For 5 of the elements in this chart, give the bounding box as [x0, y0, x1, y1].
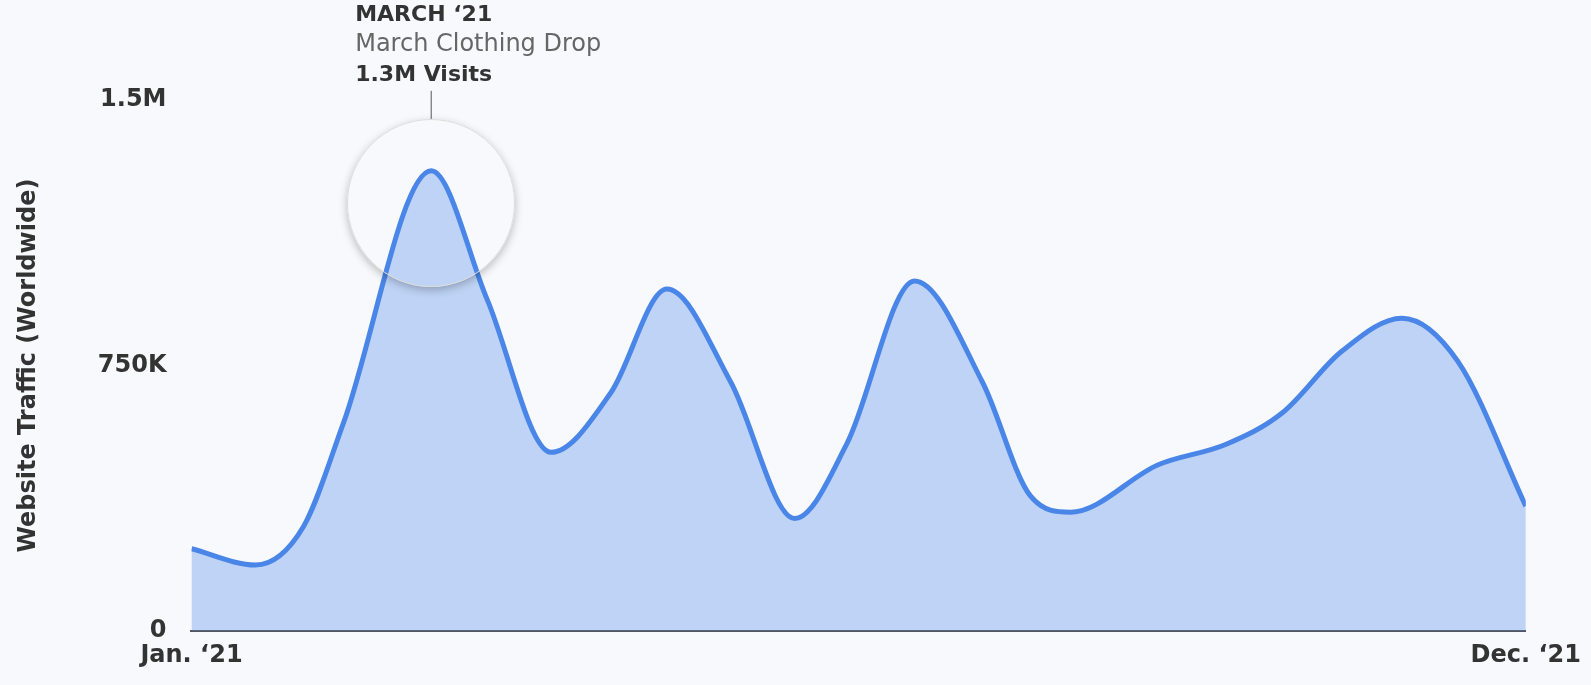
- x-tick-label: Dec. ‘21: [1470, 639, 1581, 668]
- y-tick-label: 750K: [97, 349, 168, 378]
- y-tick-label: 1.5M: [100, 84, 167, 113]
- text: MARCH ‘21 March Clothing Drop 1.3M Visits: [355, 0, 602, 86]
- y-axis-title: Website Traffic (Worldwide): [12, 178, 41, 553]
